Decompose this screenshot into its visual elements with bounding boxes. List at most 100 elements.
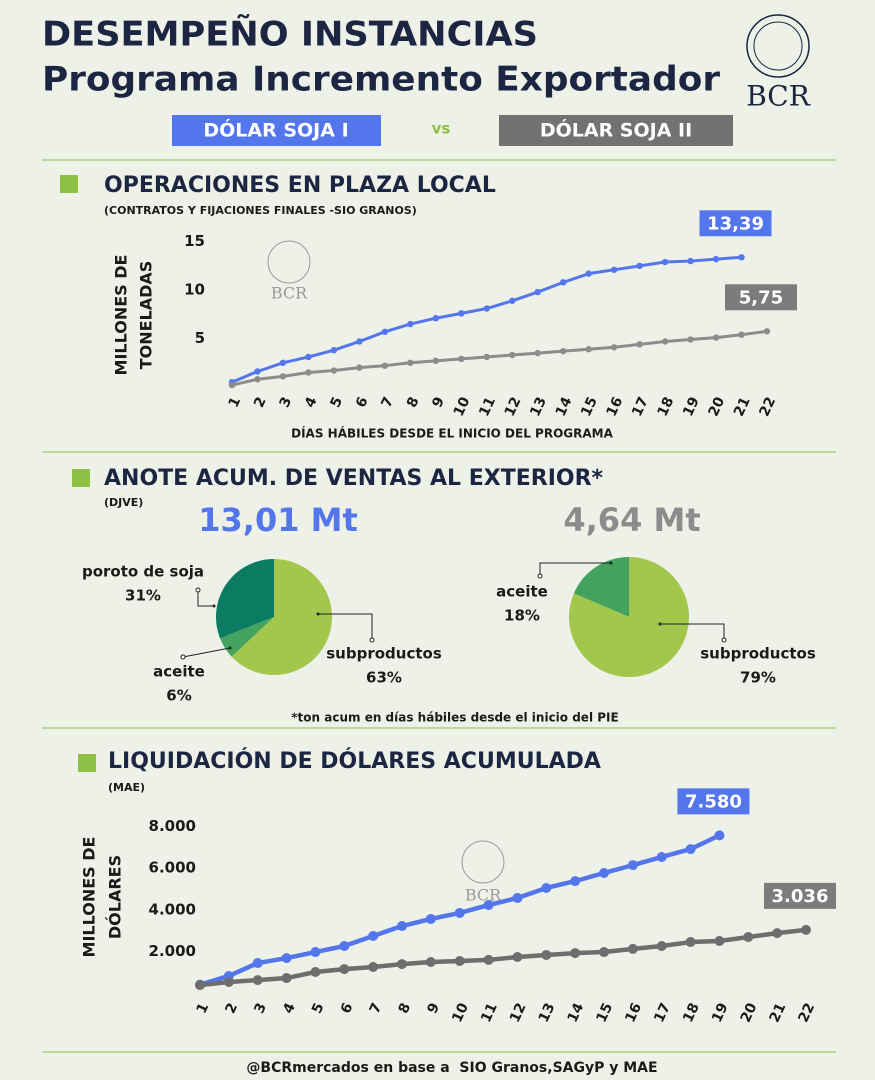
x-tick-label: 14 <box>565 1000 588 1025</box>
point <box>656 941 667 952</box>
x-axis-label: DÍAS HÁBILES DESDE EL INICIO DEL PROGRAM… <box>291 426 613 441</box>
pie-slice <box>231 559 332 675</box>
point <box>559 279 567 286</box>
point <box>512 952 523 963</box>
watermark-ring <box>461 840 505 884</box>
watermark-text: BCR <box>465 886 502 905</box>
leader-dot <box>721 637 727 643</box>
point <box>454 955 465 966</box>
point <box>772 928 783 939</box>
point <box>714 936 725 947</box>
leader-dot <box>195 587 201 593</box>
point <box>599 868 609 879</box>
slice-label: aceite <box>496 583 548 601</box>
point <box>585 346 592 353</box>
point <box>599 947 609 958</box>
bullet <box>72 469 90 487</box>
point <box>368 931 379 942</box>
point <box>738 254 745 261</box>
leader-dot <box>180 654 186 660</box>
section-title: LIQUIDACIÓN DE DÓLARES ACUMULADA <box>108 748 601 774</box>
point <box>381 328 389 335</box>
y-tick-label: 4.000 <box>149 900 196 918</box>
point <box>305 369 312 376</box>
point <box>368 962 379 973</box>
legend-label: DÓLAR SOJA II <box>540 118 692 142</box>
y-tick-label: 8.000 <box>149 817 196 835</box>
section-subtitle: (DJVE) <box>104 496 143 509</box>
logo-text: BCR <box>746 80 811 113</box>
section-subtitle: (CONTRATOS Y FIJACIONES FINALES -SIO GRA… <box>104 204 417 217</box>
footnote: *ton acum en días hábiles desde el inici… <box>291 711 618 725</box>
x-tick-label: 19 <box>680 395 703 419</box>
x-tick-label: 12 <box>507 1001 530 1025</box>
point <box>483 353 490 361</box>
point <box>425 913 436 924</box>
bullet <box>78 754 96 772</box>
point <box>252 975 263 986</box>
value-label: 3.036 <box>772 886 829 907</box>
footer: @BCRmercados en base a SIO Granos,SAGyP … <box>246 1060 657 1076</box>
point <box>252 958 263 969</box>
point <box>407 359 414 366</box>
section-subtitle: (MAE) <box>108 781 145 794</box>
watermark-ring <box>267 240 311 284</box>
leader-dot <box>537 573 543 579</box>
x-tick-label: 19 <box>709 1001 732 1025</box>
point <box>534 288 541 296</box>
x-tick-label: 18 <box>680 1001 703 1025</box>
x-tick-label: 20 <box>738 1000 761 1025</box>
leader-dot <box>228 646 232 650</box>
point <box>310 947 321 958</box>
value-label: 5,75 <box>739 287 783 308</box>
point <box>425 957 436 968</box>
x-tick-label: 15 <box>594 1001 617 1025</box>
point <box>763 328 771 335</box>
point <box>397 921 407 932</box>
leader-line <box>197 590 214 607</box>
leader-dot <box>212 604 216 608</box>
point <box>801 924 811 935</box>
point <box>483 954 494 965</box>
point <box>627 860 638 871</box>
point <box>610 344 618 351</box>
point <box>432 315 440 322</box>
point <box>432 357 440 365</box>
point <box>636 341 643 348</box>
point <box>483 305 490 312</box>
y-tick-label: 6.000 <box>149 859 196 877</box>
point <box>483 900 494 911</box>
point <box>397 959 407 970</box>
point <box>541 949 552 960</box>
point <box>228 381 236 389</box>
x-tick-label: 13 <box>536 1001 559 1025</box>
point <box>458 355 465 363</box>
point <box>661 338 669 345</box>
point <box>559 347 567 355</box>
slice-label: aceite <box>153 663 205 681</box>
x-tick-label: 17 <box>629 395 652 419</box>
slice-value-label: 79% <box>740 669 776 687</box>
point <box>712 255 720 263</box>
point <box>512 892 523 903</box>
point <box>279 359 287 366</box>
leader-dot <box>609 561 613 565</box>
legend-box <box>499 115 733 146</box>
x-tick-label: 15 <box>578 395 601 419</box>
value-label-box <box>699 210 772 237</box>
pie-slice <box>573 557 629 617</box>
pie-total: 4,64 Mt <box>563 501 700 539</box>
point <box>381 362 389 369</box>
point <box>254 376 261 383</box>
point <box>570 948 581 959</box>
point <box>743 932 754 943</box>
point <box>279 373 287 380</box>
value-label: 7.580 <box>685 791 742 812</box>
point <box>570 876 581 887</box>
x-tick-label: 11 <box>476 395 499 419</box>
leader-line <box>318 613 373 640</box>
legend-box <box>172 115 381 146</box>
bullet <box>60 175 78 193</box>
